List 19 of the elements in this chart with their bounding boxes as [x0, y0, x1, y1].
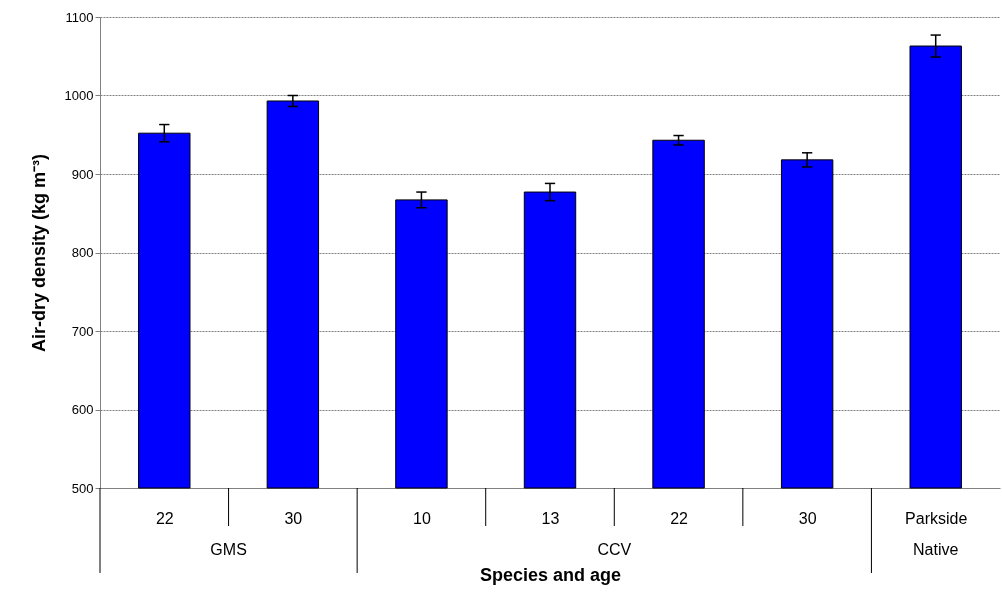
y-tick-label: 800 [71, 245, 94, 260]
x-tick-label: 10 [413, 509, 431, 527]
x-tick-label: 22 [155, 509, 174, 527]
x-tick-label: 30 [798, 509, 817, 527]
y-axis-title: Air-dry density (kg m⁻³) [28, 153, 49, 353]
y-tick-label: 700 [71, 323, 94, 339]
text: CCV [597, 541, 632, 558]
text: GMS [210, 541, 247, 558]
y-tick-label: 1000 [64, 88, 94, 103]
x-tick-label: 22 [670, 509, 689, 527]
y-tick-label: 900 [71, 166, 94, 182]
x-tick-label: 13 [541, 509, 560, 527]
y-tick-label: 600 [71, 402, 94, 417]
y-tick-label: 500 [71, 480, 94, 496]
x-tick-label: Parkside [905, 509, 968, 527]
x-tick-label: 30 [284, 509, 303, 527]
x-axis-title: Species and age [479, 564, 622, 585]
text: Native [913, 541, 959, 558]
y-tick-label: 1100 [65, 9, 94, 25]
